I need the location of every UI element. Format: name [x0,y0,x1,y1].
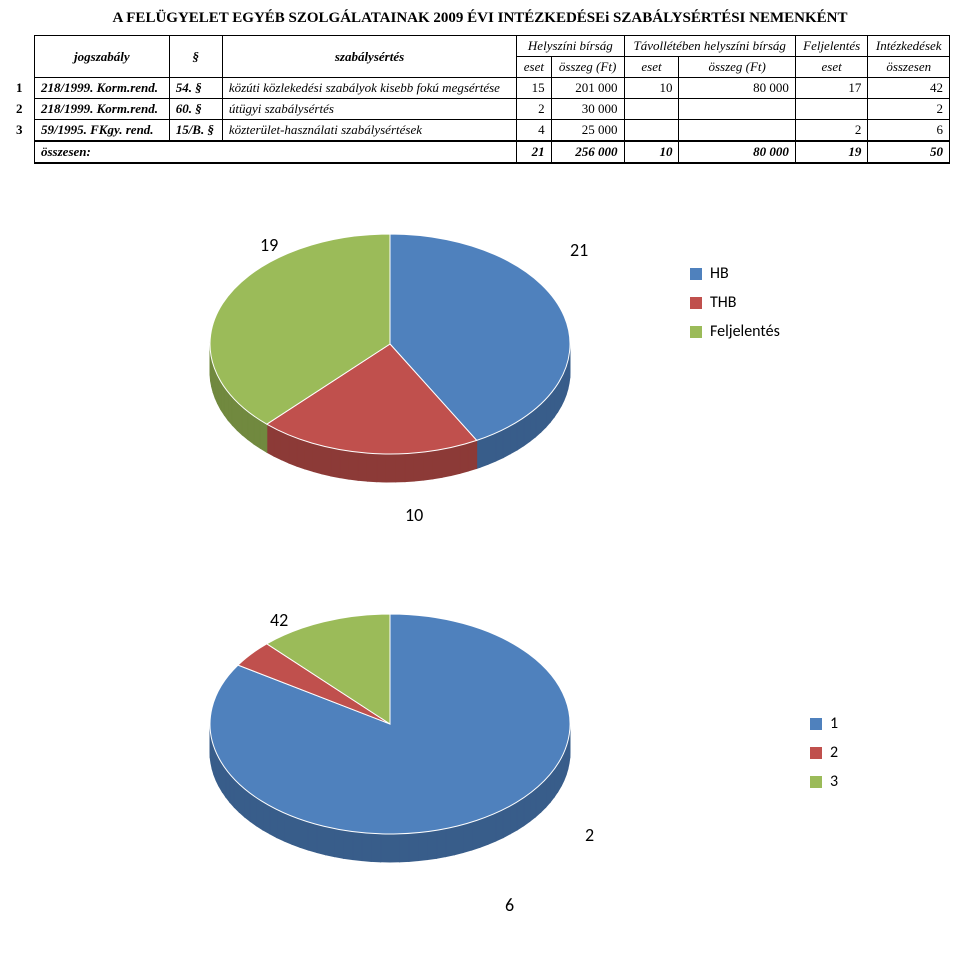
table-row: 1 218/1999. Korm.rend. 54. § közúti közl… [10,78,950,99]
col-feljelentes: Feljelentés [795,36,868,57]
pie-chart-2: 42 2 6 1 2 3 [10,584,950,944]
sub-osszesen: összesen [868,57,950,78]
pie-chart-1: 19 21 10 HB THB Feljelentés [10,204,950,544]
sub-osszeg: összeg (Ft) [551,57,624,78]
total-row: összesen: 21 256 000 10 80 000 19 50 [10,141,950,163]
legend-1: HB THB Feljelentés [690,264,780,351]
col-szabalysertes: szabálysértés [222,36,516,78]
pie-label: 42 [270,609,288,631]
pie-label: 6 [505,894,514,916]
legend-2: 1 2 3 [810,714,838,801]
page-title: A FELÜGYELET EGYÉB SZOLGÁLATAINAK 2009 É… [10,10,950,27]
pie-label: 21 [570,239,588,261]
col-para: § [169,36,222,78]
col-tavol: Távollétében helyszíni bírság [624,36,795,57]
sub-osszeg: összeg (Ft) [679,57,795,78]
sub-eset: eset [795,57,868,78]
col-helyszini: Helyszíni bírság [517,36,624,57]
sub-eset: eset [517,57,551,78]
table-row: 3 59/1995. FKgy. rend. 15/B. § közterüle… [10,120,950,142]
pie-label: 2 [585,824,594,846]
pie-label: 10 [405,504,423,526]
pie-label: 19 [260,234,278,256]
data-table: jogszabály § szabálysértés Helyszíni bír… [10,35,950,164]
col-intezkedesek: Intézkedések [868,36,950,57]
col-jogszabaly: jogszabály [35,36,170,78]
sub-eset: eset [624,57,679,78]
table-row: 2 218/1999. Korm.rend. 60. § útügyi szab… [10,99,950,120]
